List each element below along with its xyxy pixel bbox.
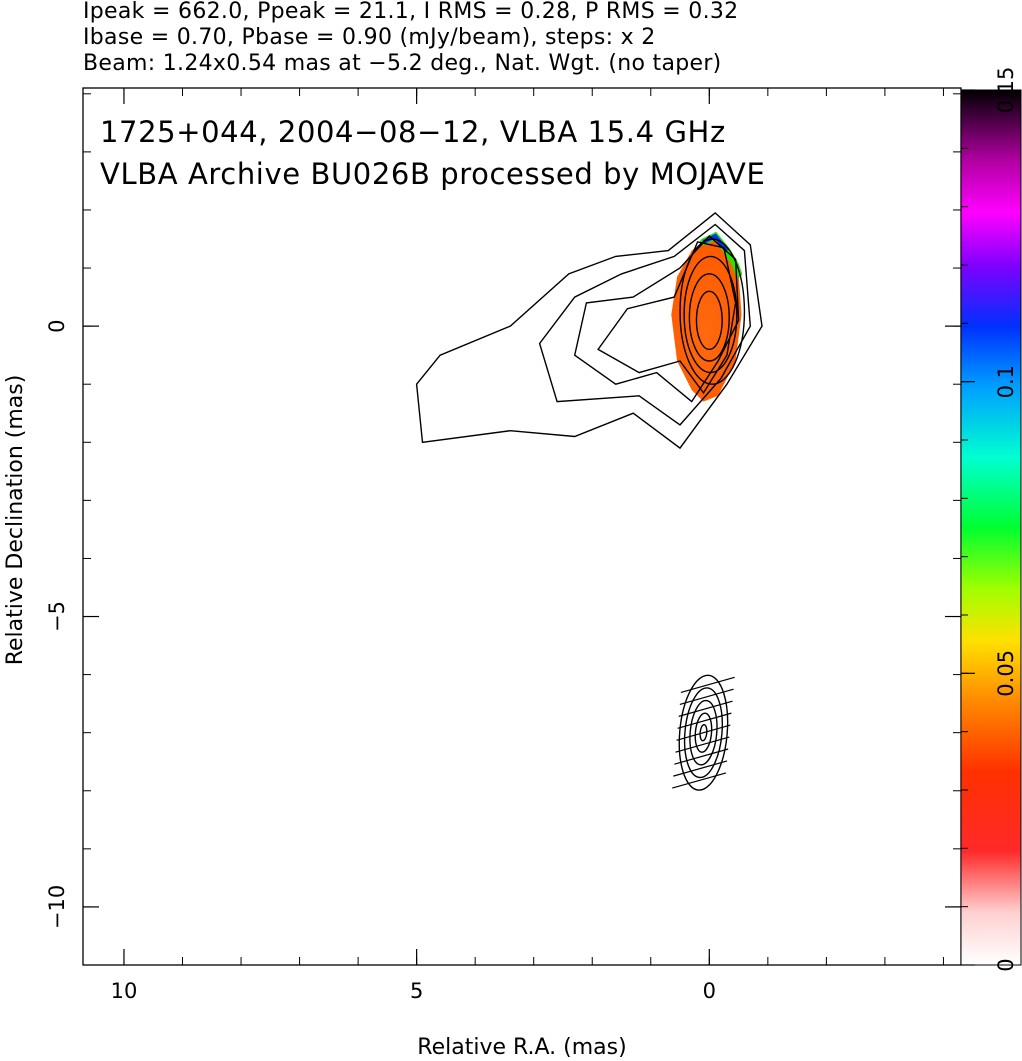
header-line-3: Beam: 1.24x0.54 mas at −5.2 deg., Nat. W… [83, 51, 722, 76]
beam-hatch-2 [678, 700, 733, 717]
beam-ring-0 [678, 674, 729, 791]
core-contour-3 [695, 290, 723, 351]
y-axis: 0 −5 −10 [45, 93, 961, 966]
plot-area [415, 211, 763, 791]
header-line-1: Ipeak = 662.0, Ppeak = 21.1, I RMS = 0.2… [83, 0, 739, 24]
contour-0 [415, 211, 763, 450]
plot-frame [82, 87, 962, 966]
colorbar [960, 89, 1022, 966]
beam-hatch-7 [673, 760, 728, 777]
y-tick-label: −10 [45, 885, 69, 929]
beam-ring-2 [689, 699, 718, 766]
header-line-2: Ibase = 0.70, Pbase = 0.90 (mJy/beam), s… [83, 25, 656, 50]
beam-ring-4 [699, 723, 708, 742]
core-contour-0 [679, 238, 746, 385]
x-axis-label: Relative R.A. (mas) [417, 1035, 626, 1060]
colorbar-tick-label: 0 [994, 958, 1018, 971]
y-axis-label: Relative Declination (mas) [3, 375, 28, 666]
x-tick-label: 5 [410, 979, 423, 1003]
beam-hatch-8 [672, 772, 727, 789]
contour-3 [597, 241, 737, 395]
core-contour-1 [683, 255, 738, 374]
beam-hatch-4 [676, 724, 731, 741]
contour-1 [538, 223, 752, 426]
x-tick-label: 0 [703, 979, 716, 1003]
beam-ring-3 [694, 712, 713, 753]
core-contour-2 [688, 273, 730, 362]
beam-ring-1 [683, 687, 724, 779]
beam-hatch-3 [677, 712, 732, 729]
x-tick-label: 10 [111, 979, 138, 1003]
colorbar-tick-label: 0.15 [994, 67, 1018, 114]
colorbar-ticks: 0 0.05 0.1 0.15 [961, 67, 1018, 972]
y-tick-label: 0 [45, 319, 69, 332]
beam-hatch-0 [680, 676, 735, 694]
beam-hatch-5 [675, 736, 730, 753]
x-axis: 10 5 0 [111, 88, 944, 1003]
y-tick-label: −5 [45, 601, 69, 632]
beam-hatch-6 [674, 748, 729, 765]
chart-annotation-2: VLBA Archive BU026B processed by MOJAVE [100, 157, 765, 191]
colorbar-tick-label: 0.05 [994, 650, 1018, 697]
beam-hatch-1 [679, 688, 734, 705]
colorbar-tick-label: 0.1 [994, 365, 1018, 398]
beam [672, 674, 735, 791]
chart-annotation-1: 1725+044, 2004−08−12, VLBA 15.4 GHz [100, 115, 726, 149]
contour-2 [573, 235, 740, 403]
